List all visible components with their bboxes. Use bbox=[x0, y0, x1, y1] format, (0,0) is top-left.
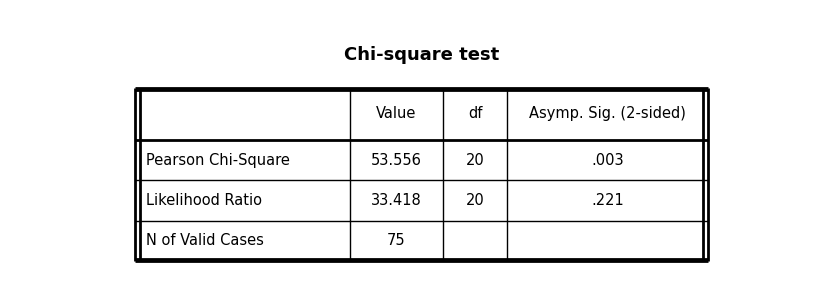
Text: 20: 20 bbox=[465, 153, 484, 168]
Text: 53.556: 53.556 bbox=[371, 153, 422, 168]
Text: Chi-square test: Chi-square test bbox=[344, 46, 499, 64]
Text: .221: .221 bbox=[591, 193, 624, 208]
Text: 75: 75 bbox=[387, 233, 405, 248]
Text: .003: .003 bbox=[591, 153, 624, 168]
Text: Asymp. Sig. (2-sided): Asymp. Sig. (2-sided) bbox=[529, 106, 686, 122]
Text: Value: Value bbox=[376, 106, 417, 122]
Text: 20: 20 bbox=[465, 193, 484, 208]
Text: 33.418: 33.418 bbox=[371, 193, 422, 208]
Text: Pearson Chi-Square: Pearson Chi-Square bbox=[146, 153, 290, 168]
Text: df: df bbox=[468, 106, 483, 122]
Text: Likelihood Ratio: Likelihood Ratio bbox=[146, 193, 262, 208]
Text: N of Valid Cases: N of Valid Cases bbox=[146, 233, 264, 248]
